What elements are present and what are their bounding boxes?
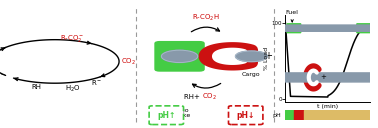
- Text: H$_2$O: H$_2$O: [65, 84, 81, 94]
- Text: Cargo
Release: Cargo Release: [235, 108, 260, 118]
- Circle shape: [0, 25, 378, 31]
- FancyBboxPatch shape: [228, 106, 263, 125]
- Circle shape: [161, 50, 198, 62]
- Text: +: +: [264, 51, 273, 61]
- Text: R-CO$_2$H: R-CO$_2$H: [192, 13, 220, 23]
- Text: HO$^-$: HO$^-$: [0, 72, 6, 81]
- Circle shape: [32, 25, 378, 31]
- Bar: [304, 110, 370, 120]
- Text: R$^-$: R$^-$: [91, 78, 102, 87]
- FancyBboxPatch shape: [149, 106, 184, 125]
- Circle shape: [0, 73, 378, 82]
- Text: Cargo: Cargo: [242, 72, 261, 77]
- Text: pH: pH: [273, 113, 281, 118]
- Text: CO$_2$: CO$_2$: [121, 56, 136, 67]
- Text: +: +: [320, 74, 326, 80]
- Text: Cargo
Uptake: Cargo Uptake: [169, 108, 191, 118]
- Bar: [294, 110, 304, 120]
- Bar: [285, 110, 294, 120]
- Text: Fuel: Fuel: [286, 10, 299, 22]
- X-axis label: t (min): t (min): [318, 104, 338, 109]
- Y-axis label: % Load: % Load: [264, 47, 270, 70]
- Text: pH↓: pH↓: [237, 111, 255, 120]
- Text: pH↑: pH↑: [157, 111, 175, 120]
- Text: R-CO$_2^-$: R-CO$_2^-$: [60, 33, 84, 44]
- Circle shape: [235, 51, 267, 62]
- Text: RH+: RH+: [184, 94, 202, 100]
- Text: CO$_2$: CO$_2$: [202, 92, 217, 102]
- FancyBboxPatch shape: [155, 42, 204, 71]
- Text: RH: RH: [32, 84, 42, 90]
- FancyBboxPatch shape: [287, 24, 301, 33]
- FancyBboxPatch shape: [357, 24, 370, 33]
